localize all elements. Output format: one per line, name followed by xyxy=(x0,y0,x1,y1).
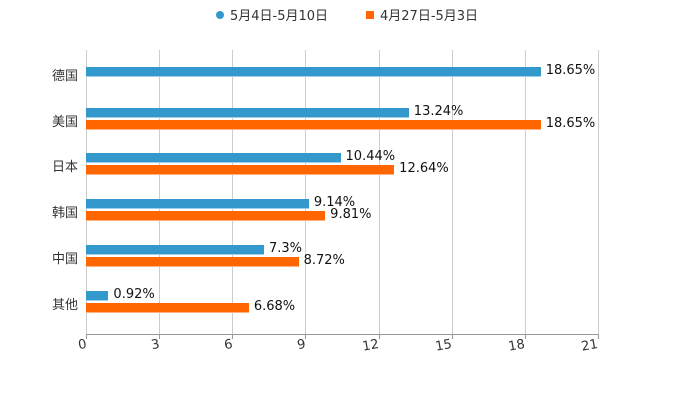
data-value-label: 8.72% xyxy=(303,253,345,268)
data-value-label: 10.44% xyxy=(345,149,396,164)
gridline xyxy=(159,50,160,334)
bar-series-2[interactable] xyxy=(86,120,541,130)
y-category-label: 日本 xyxy=(51,160,78,175)
gridline xyxy=(305,50,306,334)
axis-tick xyxy=(598,334,599,339)
gridline xyxy=(86,50,87,334)
legend-item-series-2[interactable]: 4月27日-5月3日 xyxy=(366,5,478,24)
y-category-label: 韩国 xyxy=(51,206,78,221)
x-tick-label: 3 xyxy=(149,337,161,354)
gridline xyxy=(379,50,380,334)
bar-series-1[interactable] xyxy=(86,245,264,255)
gridline xyxy=(525,50,526,334)
bar-series-1[interactable] xyxy=(86,67,541,77)
axis-tick xyxy=(86,334,87,339)
x-tick-label: 21 xyxy=(580,337,600,355)
bar-series-2[interactable] xyxy=(86,257,299,267)
axis-tick xyxy=(159,334,160,339)
data-value-label: 18.65% xyxy=(545,116,596,131)
gridline xyxy=(452,50,453,334)
axis-tick xyxy=(305,334,306,339)
x-tick-label: 15 xyxy=(434,337,454,355)
data-value-label: 9.81% xyxy=(330,207,372,222)
legend-label: 4月27日-5月3日 xyxy=(380,9,479,24)
axis-tick xyxy=(232,334,233,339)
data-value-label: 9.14% xyxy=(313,195,356,210)
bar-series-1[interactable] xyxy=(86,291,109,301)
gridline xyxy=(232,50,233,334)
x-tick-label: 12 xyxy=(361,337,381,355)
data-value-label: 18.65% xyxy=(545,63,596,78)
axis-tick xyxy=(525,334,526,339)
data-value-label: 6.68% xyxy=(253,299,296,314)
x-axis-line xyxy=(86,334,598,335)
y-category-label: 德国 xyxy=(51,69,78,84)
y-category-label: 中国 xyxy=(51,252,78,267)
axis-tick xyxy=(379,334,380,339)
data-value-label: 0.92% xyxy=(113,287,155,302)
bar-series-2[interactable] xyxy=(86,165,395,175)
legend-label: 5月4日-5月10日 xyxy=(230,9,329,24)
circle-marker-icon xyxy=(216,10,224,19)
x-tick-label: 6 xyxy=(222,337,234,354)
x-tick-label: 9 xyxy=(295,337,307,354)
y-category-label: 美国 xyxy=(51,115,78,130)
x-tick-label: 0 xyxy=(76,337,88,354)
data-value-label: 12.64% xyxy=(399,161,449,176)
legend-item-series-1[interactable]: 5月4日-5月10日 xyxy=(216,5,328,24)
axis-tick xyxy=(452,334,453,339)
data-value-label: 13.24% xyxy=(413,104,464,119)
square-marker-icon xyxy=(366,10,374,19)
bar-series-2[interactable] xyxy=(86,303,249,313)
bar-series-2[interactable] xyxy=(86,211,326,221)
bar-series-1[interactable] xyxy=(86,153,341,163)
gridline xyxy=(598,50,599,334)
bar-series-1[interactable] xyxy=(86,199,309,209)
bar-series-1[interactable] xyxy=(86,108,409,118)
x-tick-label: 18 xyxy=(507,337,527,355)
chart-legend: 5月4日-5月10日 4月27日-5月3日 xyxy=(0,5,700,24)
data-value-label: 7.3% xyxy=(268,241,302,256)
y-category-label: 其他 xyxy=(51,298,78,313)
